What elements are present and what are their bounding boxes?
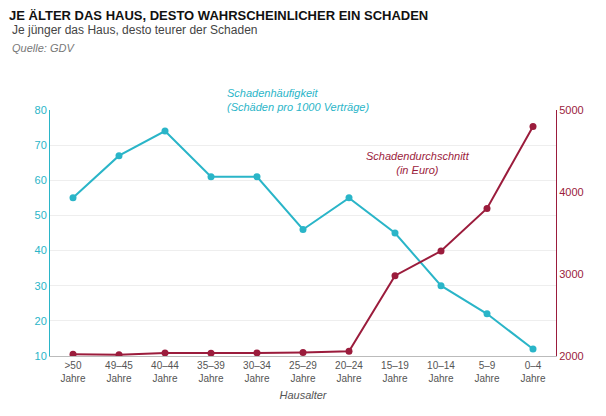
svg-text:20: 20 — [35, 315, 47, 327]
svg-text:30: 30 — [35, 280, 47, 292]
svg-text:40: 40 — [35, 244, 47, 256]
svg-text:25–29Jahre: 25–29Jahre — [289, 360, 317, 384]
svg-text:10–14Jahre: 10–14Jahre — [427, 360, 455, 384]
svg-text:70: 70 — [35, 139, 47, 151]
svg-text:35–39Jahre: 35–39Jahre — [197, 360, 225, 384]
svg-text:80: 80 — [35, 104, 47, 116]
svg-text:10: 10 — [35, 350, 47, 362]
svg-text:Hausalter: Hausalter — [279, 389, 327, 401]
svg-text:30–34Jahre: 30–34Jahre — [243, 360, 271, 384]
svg-text:49–45Jahre: 49–45Jahre — [105, 360, 133, 384]
svg-text:40–44Jahre: 40–44Jahre — [151, 360, 179, 384]
svg-text:3000: 3000 — [559, 268, 583, 280]
svg-text:Je jünger das Haus, desto teur: Je jünger das Haus, desto teurer der Sch… — [12, 23, 257, 37]
svg-text:5–9Jahre: 5–9Jahre — [474, 360, 499, 384]
svg-text:Schadenhäufigkeit(Schäden pro: Schadenhäufigkeit(Schäden pro 1000 Vertr… — [227, 87, 369, 113]
svg-text:4000: 4000 — [559, 186, 583, 198]
svg-text:50: 50 — [35, 209, 47, 221]
svg-text:15–19Jahre: 15–19Jahre — [381, 360, 409, 384]
svg-text:5000: 5000 — [559, 104, 583, 116]
svg-text:60: 60 — [35, 174, 47, 186]
svg-text:Quelle: GDV: Quelle: GDV — [12, 42, 75, 54]
svg-text:2000: 2000 — [559, 350, 583, 362]
svg-text:20–24Jahre: 20–24Jahre — [335, 360, 363, 384]
svg-text:0–4Jahre: 0–4Jahre — [520, 360, 545, 384]
svg-text:>50Jahre: >50Jahre — [60, 360, 85, 384]
svg-text:JE ÄLTER DAS HAUS, DESTO WAHRS: JE ÄLTER DAS HAUS, DESTO WAHRSCHEINLICHE… — [9, 8, 428, 23]
svg-text:Schadendurchschnitt(in Euro): Schadendurchschnitt(in Euro) — [366, 150, 470, 176]
